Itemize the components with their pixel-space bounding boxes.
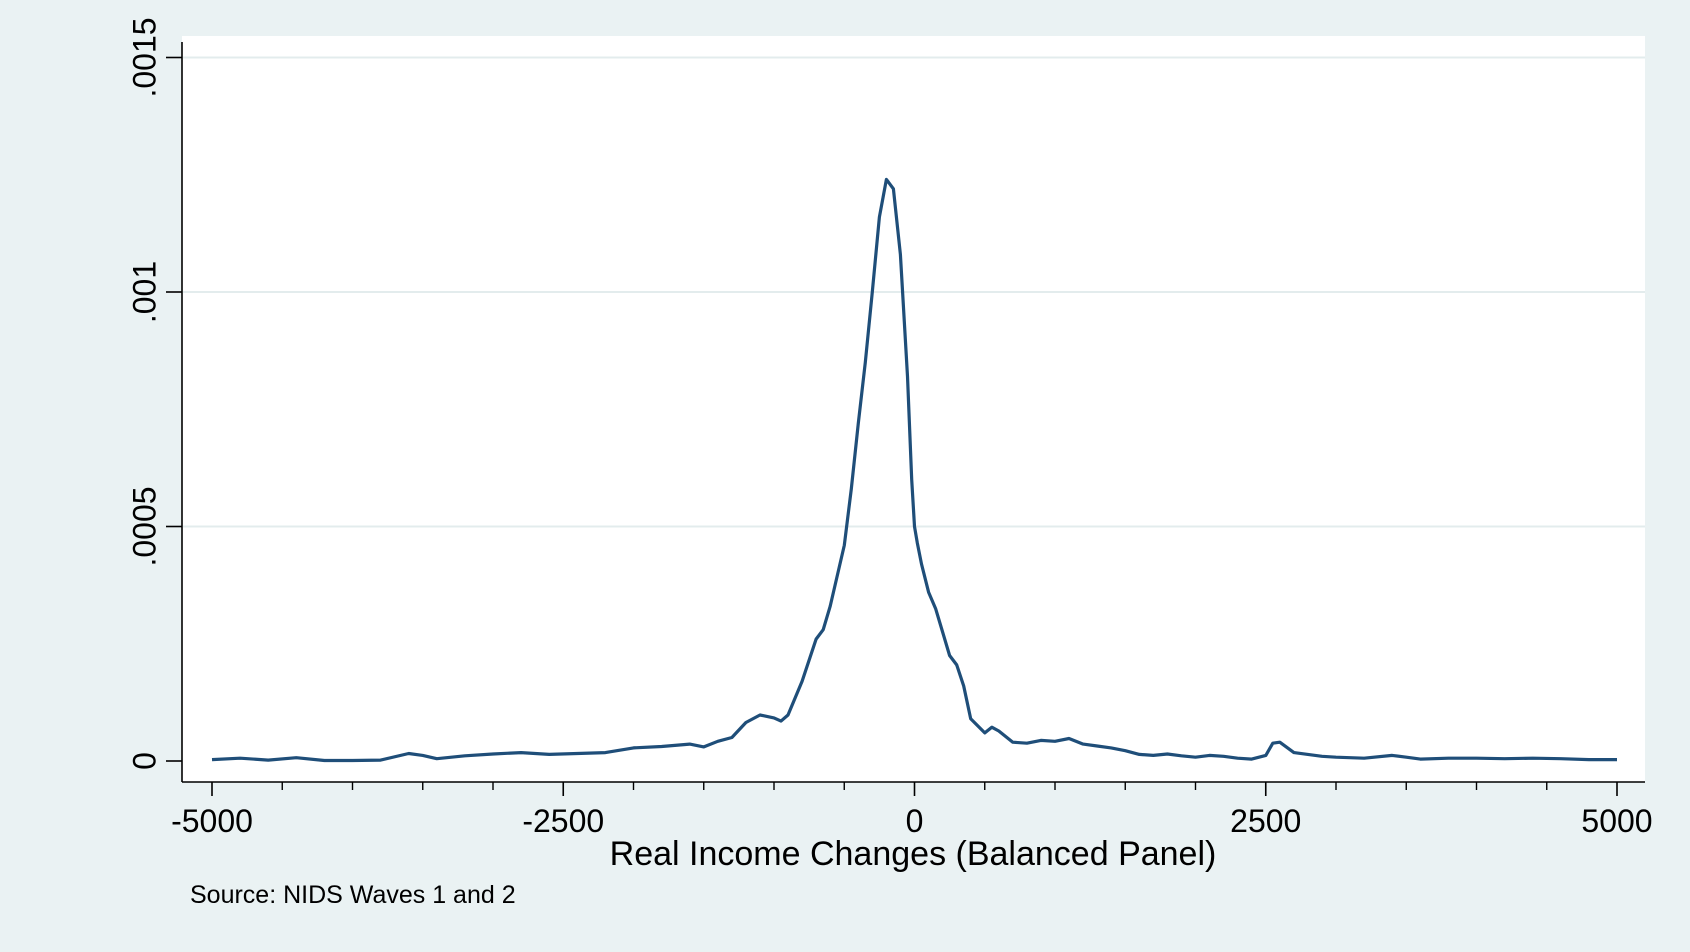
x-tick-label: -2500 (522, 803, 604, 839)
x-tick-label: -5000 (171, 803, 253, 839)
plot-area (182, 36, 1645, 782)
x-tick-label: 0 (906, 803, 924, 839)
y-tick-label: 0 (126, 752, 162, 770)
x-axis: -5000 -2500 0 2500 5000 (171, 781, 1653, 839)
y-tick-label: .0005 (126, 486, 162, 566)
source-note: Source: NIDS Waves 1 and 2 (190, 881, 516, 909)
x-tick-label: 5000 (1581, 803, 1652, 839)
y-axis: 0 .0005 .001 .0015 (126, 17, 183, 782)
x-axis-label: Real Income Changes (Balanced Panel) (610, 835, 1217, 873)
y-tick-label: .001 (126, 261, 162, 323)
y-tick-label: .0015 (126, 17, 162, 97)
density-line (211, 177, 1617, 763)
x-tick-label: 2500 (1230, 803, 1301, 839)
